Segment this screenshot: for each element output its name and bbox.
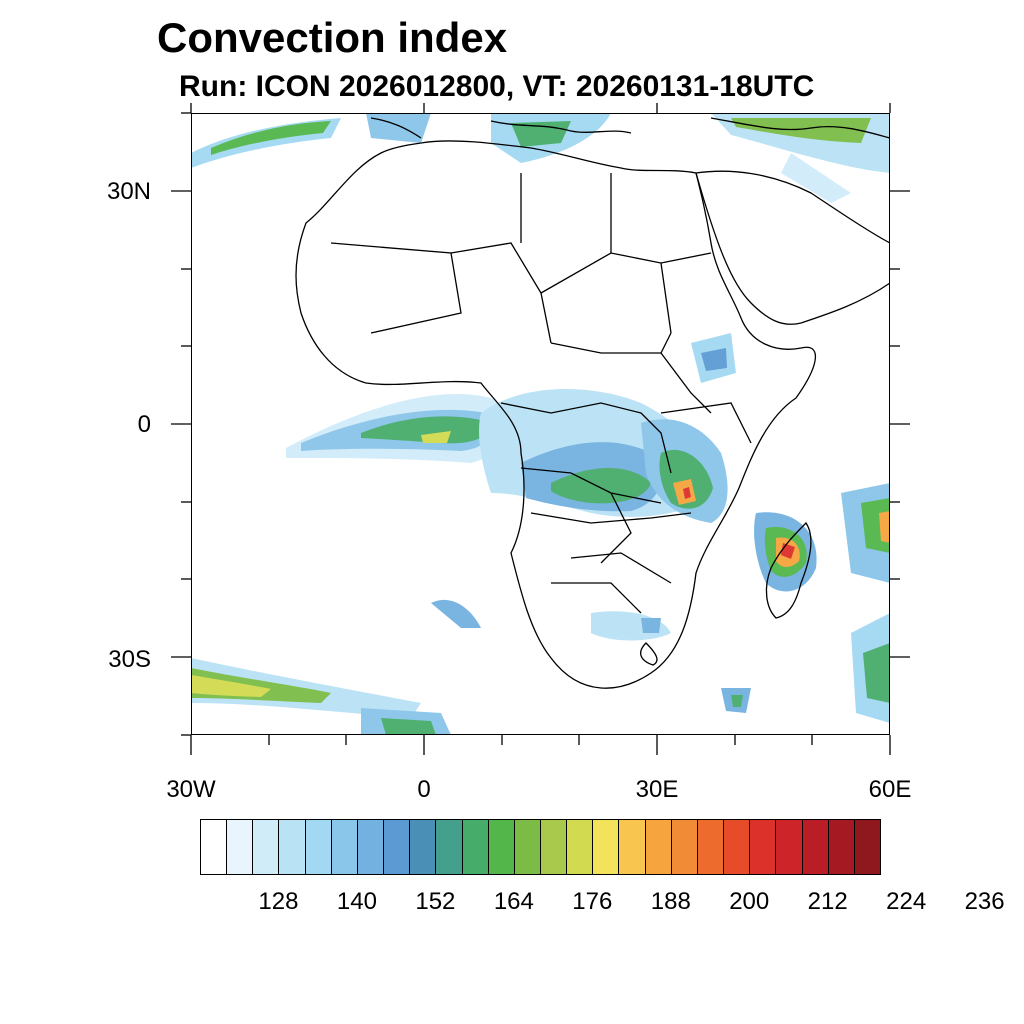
- colorbar-label: 200: [729, 888, 770, 915]
- colorbar-label: 140: [336, 888, 377, 915]
- colorbar-swatch: [513, 819, 541, 875]
- map-title: Convection index: [157, 14, 508, 61]
- colorbar-swatch: [592, 819, 620, 875]
- coastlines-and-borders: [295, 117, 890, 689]
- colorbar-swatch: [383, 819, 411, 875]
- colorbar-swatch: [356, 819, 385, 875]
- y-tick-label: 0: [137, 411, 151, 438]
- colorbar-label: 164: [493, 888, 534, 915]
- colorbar-swatch: [670, 819, 698, 875]
- colorbar-label: 188: [650, 888, 691, 915]
- colorbar-swatch: [566, 819, 594, 875]
- map-canvas: [191, 113, 890, 735]
- colorbar-swatch: [696, 819, 725, 875]
- colorbar-label: 212: [807, 888, 848, 915]
- x-tick-label: 30W: [166, 776, 216, 803]
- colorbar-swatch: [226, 819, 254, 875]
- convection-field: [191, 113, 890, 735]
- y-tick-label: 30N: [106, 178, 151, 205]
- colorbar-swatch: [801, 819, 829, 875]
- colorbar-swatch: [409, 819, 437, 875]
- colorbar-swatch: [487, 819, 515, 875]
- colorbar-swatch: [461, 819, 489, 875]
- colorbar-swatch: [618, 819, 646, 875]
- x-tick-label: 30E: [635, 776, 679, 803]
- y-tick-label: 30S: [108, 646, 151, 673]
- colorbar-swatch: [853, 819, 881, 875]
- colorbar-label: 236: [964, 888, 1005, 915]
- map-subtitle: Run: ICON 2026012800, VT: 20260131-18UTC: [179, 70, 815, 103]
- x-tick-label: 0: [417, 776, 431, 803]
- colorbar-swatch: [749, 819, 777, 875]
- colorbar-label: 176: [572, 888, 613, 915]
- colorbar-swatch: [723, 819, 751, 875]
- colorbar-swatch: [304, 819, 332, 875]
- colorbar-swatch: [435, 819, 463, 875]
- colorbar-swatch: [330, 819, 358, 875]
- colorbar-swatch: [827, 819, 855, 875]
- x-tick-label: 60E: [868, 776, 912, 803]
- colorbar-swatch: [252, 819, 280, 875]
- colorbar-swatch: [540, 819, 568, 875]
- colorbar-swatch: [775, 819, 803, 875]
- colorbar-label: 128: [258, 888, 299, 915]
- colorbar-label: 224: [886, 888, 927, 915]
- map-panel[interactable]: [191, 113, 890, 735]
- colorbar-swatch: [200, 819, 228, 875]
- colorbar-swatch: [278, 819, 306, 875]
- colorbar-swatch: [644, 819, 672, 875]
- colorbar-label: 152: [415, 888, 456, 915]
